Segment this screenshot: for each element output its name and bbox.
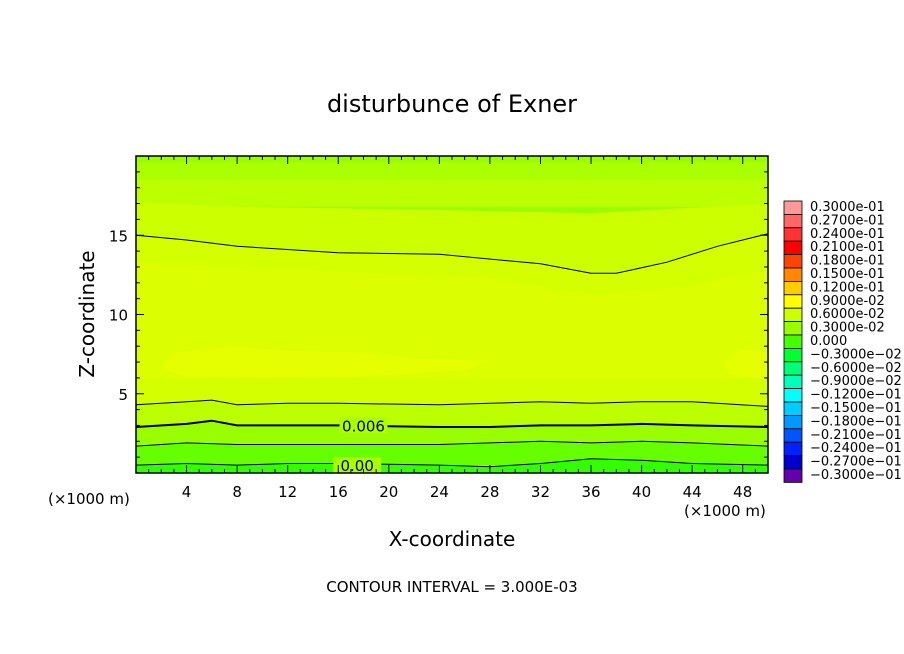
legend-label: 0.2400e-01 [810,227,885,242]
legend-swatch [783,254,803,269]
legend-label: −0.2400e−01 [810,441,902,456]
x-tick-label: 32 [531,483,550,501]
legend-label: −0.9000e−02 [810,374,902,389]
x-tick-label: 40 [632,483,651,501]
legend-label: −0.6000e−02 [810,361,902,376]
filled-band-9 [136,420,768,447]
y-tick-label: 5 [118,386,128,404]
color-legend: 0.3000e-010.2700e-010.2400e-010.2100e-01… [783,200,902,483]
x-tick-label: 4 [182,483,192,501]
x-tick-label: 44 [683,483,702,501]
x-unit-left: (×1000 m) [48,490,130,508]
legend-label: −0.3000e−02 [810,347,902,362]
legend-swatch [783,441,803,457]
x-tick-label: 8 [232,483,242,501]
legend-label: 0.6000e-02 [810,307,885,322]
contour-line-2 [136,419,768,428]
legend-swatch [783,388,803,403]
x-tick-label: 28 [480,483,499,501]
legend-swatch [783,280,803,296]
legend-swatch [783,361,803,376]
contour-lines [136,233,768,468]
legend-swatch [783,240,803,255]
contour-line-0 [136,233,768,274]
contour-label-1: 0.00 [340,457,373,475]
legend-swatch [783,334,803,349]
legend-swatch [783,374,803,390]
contour-interval-note: CONTOUR INTERVAL = 3.000E-03 [326,578,577,596]
legend-label: 0.3000e-01 [810,200,885,215]
legend-swatch [783,200,803,215]
legend-label: −0.2700e−01 [810,455,902,470]
legend-swatch [783,321,803,336]
chart-title: disturbunce of Exner [327,90,577,118]
filled-band-7 [723,349,768,380]
legend-label: 0.2100e-01 [810,240,885,255]
legend-swatch [783,213,803,229]
legend-swatch [783,307,803,323]
contour-line-3 [136,440,768,447]
legend-label: 0.1800e-01 [810,254,885,269]
legend-label: 0.3000e-02 [810,321,885,336]
filled-band-6 [161,346,490,378]
legend-swatch [783,455,803,470]
x-tick-label: 24 [430,483,449,501]
contour-line-4 [136,458,768,468]
legend-label: −0.1500e−01 [810,401,902,416]
contour-label-0: 0.006 [342,417,385,435]
x-unit-right: (×1000 m) [684,502,766,520]
legend-swatch [783,347,803,363]
legend-swatch [783,401,803,416]
legend-label: −0.3000e−01 [810,468,902,483]
legend-swatch [783,227,803,242]
legend-swatch [783,414,803,430]
legend-label: 0.1500e-01 [810,267,885,282]
legend-swatch [783,294,803,309]
legend-label: 0.2700e-01 [810,213,885,228]
legend-swatch [783,468,803,483]
legend-label: −0.2100e−01 [810,428,902,443]
legend-label: 0.1200e-01 [810,280,885,295]
filled-band-2 [136,179,768,207]
x-axis-label: X-coordinate [389,527,516,551]
contour-labels: 0.006 0.00 [333,417,388,475]
x-tick-label: 16 [329,483,348,501]
contour-line-1 [136,399,768,407]
filled-band-8 [136,400,768,427]
filled-band-10 [136,441,768,466]
legend-label: −0.1800e−01 [810,414,902,429]
contour-label-bg-1 [333,457,382,474]
contour-label-bg-0 [339,417,388,434]
filled-band-5 [136,262,768,378]
y-axis-ticks: 5 10 15 [109,171,768,458]
x-tick-label: 12 [278,483,297,501]
y-tick-label: 15 [109,227,128,245]
legend-label: −0.1200e−01 [810,388,902,403]
x-tick-label: 48 [733,483,752,501]
x-tick-label: 36 [581,483,600,501]
legend-label: 0.000 [810,334,847,349]
x-tick-label: 20 [379,483,398,501]
y-axis-label: Z-coordinate [75,250,99,377]
y-tick-label: 10 [109,307,128,325]
x-axis-ticks: 4 8 12 16 20 24 28 32 36 40 44 48 [148,156,756,501]
legend-swatch [783,428,803,443]
legend-label: 0.9000e-02 [810,294,885,309]
legend-swatch [783,267,803,282]
